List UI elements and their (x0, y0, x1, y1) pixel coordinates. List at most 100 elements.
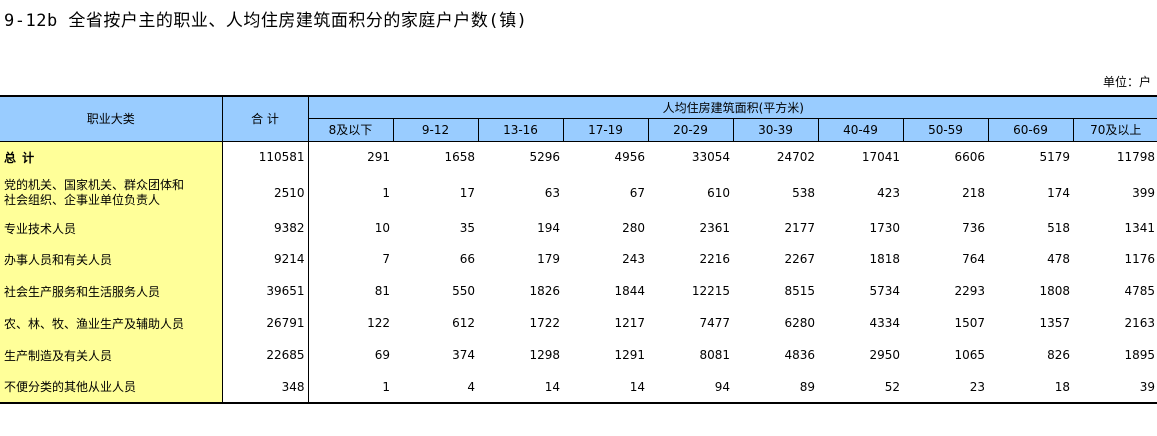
cell-value: 1895 (1124, 348, 1155, 362)
cell-value: 280 (622, 221, 645, 235)
cell-value: 1341 (1124, 221, 1155, 235)
cell-value: 6606 (954, 150, 985, 165)
table-row: 总 计 110581 291 1658 5296 4956 33054 24702 17041 6… (0, 141, 1157, 173)
header-area-range: 8及以下 (308, 118, 393, 142)
row-label-text: 社会生产服务和生活服务人员 (4, 284, 161, 299)
cell-value: 122 (367, 316, 390, 330)
cell-value: 1 (308, 371, 393, 404)
row-label: 总 计 (0, 141, 223, 173)
cell-value: 610 (707, 186, 730, 200)
cell-value: 194 (537, 221, 560, 235)
cell-value: 1507 (954, 316, 985, 330)
header-area-range: 60-69 (987, 118, 1073, 142)
row-label: 办事人员和有关人员 (0, 243, 223, 275)
cell-value: 5179 (1039, 150, 1070, 165)
cell-value: 63 (544, 186, 560, 200)
cell-value: 374 (452, 348, 475, 362)
cell-value: 24702 (776, 150, 815, 165)
cell-value: 8515 (784, 284, 815, 298)
row-total: 110581 (222, 141, 309, 173)
header-occupation: 职业大类 (0, 95, 223, 142)
row-total: 39651 (222, 275, 309, 307)
header-area-range: 30-39 (732, 118, 818, 142)
cell-value: 23 (903, 371, 988, 404)
cell-value: 89 (733, 371, 818, 404)
cell-value: 35 (459, 221, 475, 235)
cell-value: 2361 (699, 221, 730, 235)
header-total: 合 计 (222, 95, 309, 142)
cell-value: 5734 (869, 284, 900, 298)
cell-value: 1658 (444, 150, 475, 165)
cell-value: 4836 (784, 348, 815, 362)
cell-value: 218 (962, 186, 985, 200)
header-area-range: 70及以上 (1072, 118, 1157, 142)
cell-value: 4 (393, 371, 478, 404)
cell-value: 12215 (691, 284, 730, 298)
table-row: 党的机关、国家机关、群众团体和 社会组织、企事业单位负责人 2510 1 17 63 67… (0, 173, 1157, 213)
cell-value: 69 (374, 348, 390, 362)
cell-value: 243 (622, 252, 645, 266)
cell-value: 18 (988, 371, 1073, 404)
table-row: 办事人员和有关人员 9214 7 66 179 243 2216 2267 1818 764 478… (0, 243, 1157, 275)
row-label-text: 专业技术人员 (4, 221, 77, 236)
row-label-text: 不便分类的其他从业人员 (4, 380, 137, 394)
cell-value: 2216 (699, 252, 730, 266)
cell-value: 4956 (614, 150, 645, 165)
row-label-text: 生产制造及有关人员 (4, 348, 113, 363)
cell-value: 1176 (1124, 252, 1155, 266)
row-total: 2510 (222, 173, 309, 213)
row-total: 9382 (222, 213, 309, 243)
cell-value: 11798 (1116, 150, 1155, 165)
cell-value: 179 (537, 252, 560, 266)
cell-value: 14 (563, 371, 648, 404)
cell-value: 17041 (861, 150, 900, 165)
table-row: 生产制造及有关人员 22685 69 374 1298 1291 8081 4836 2950 1… (0, 339, 1157, 371)
cell-value: 10 (374, 221, 390, 235)
cell-value: 1217 (614, 316, 645, 330)
cell-value: 612 (452, 316, 475, 330)
cell-value: 4334 (869, 316, 900, 330)
row-label: 专业技术人员 (0, 213, 223, 243)
cell-value: 1844 (614, 284, 645, 298)
cell-value: 4785 (1124, 284, 1155, 298)
cell-value: 1722 (529, 316, 560, 330)
cell-value: 518 (1047, 221, 1070, 235)
header-area-range: 20-29 (647, 118, 733, 142)
cell-value: 66 (459, 252, 475, 266)
cell-value: 2177 (784, 221, 815, 235)
cell-value: 478 (1047, 252, 1070, 266)
cell-value: 1298 (529, 348, 560, 362)
table-row: 不便分类的其他从业人员 348 1 4 14 14 94 89 52 23 18 39 (0, 371, 1157, 404)
header-area-range: 50-59 (902, 118, 988, 142)
cell-value: 81 (374, 284, 390, 298)
cell-value: 1291 (614, 348, 645, 362)
row-total: 26791 (222, 307, 309, 339)
row-total: 22685 (222, 339, 309, 371)
cell-value: 826 (1047, 348, 1070, 362)
cell-value: 1730 (869, 221, 900, 235)
header-area-group: 人均住房建筑面积(平方米) (308, 95, 1157, 119)
cell-value: 736 (962, 221, 985, 235)
data-table: 职业大类 合 计 人均住房建筑面积(平方米) 8及以下 9-12 13-16 17-1… (0, 95, 1157, 404)
cell-value: 1357 (1039, 316, 1070, 330)
cell-value: 5296 (529, 150, 560, 165)
row-label-text: 农、林、牧、渔业生产及辅助人员 (4, 316, 185, 331)
cell-value: 7 (382, 252, 390, 266)
row-label: 生产制造及有关人员 (0, 339, 223, 371)
row-total: 348 (222, 371, 309, 404)
cell-value: 17 (459, 186, 475, 200)
cell-value: 1826 (529, 284, 560, 298)
cell-value: 94 (648, 371, 733, 404)
table-body: 总 计 110581 291 1658 5296 4956 33054 24702 17041 6… (0, 141, 1157, 404)
cell-value: 2163 (1124, 316, 1155, 330)
cell-value: 291 (367, 150, 390, 165)
sub-header-row: 8及以下 9-12 13-16 17-19 20-29 30-39 40-49 50-59 60… (0, 118, 1157, 142)
header-area-range: 17-19 (562, 118, 648, 142)
row-label: 党的机关、国家机关、群众团体和 社会组织、企事业单位负责人 (0, 173, 223, 213)
row-label-text: 党的机关、国家机关、群众团体和 社会组织、企事业单位负责人 (4, 178, 185, 207)
header-area-range: 13-16 (477, 118, 563, 142)
cell-value: 550 (452, 284, 475, 298)
cell-value: 538 (792, 186, 815, 200)
cell-value: 2267 (784, 252, 815, 266)
row-total: 9214 (222, 243, 309, 275)
